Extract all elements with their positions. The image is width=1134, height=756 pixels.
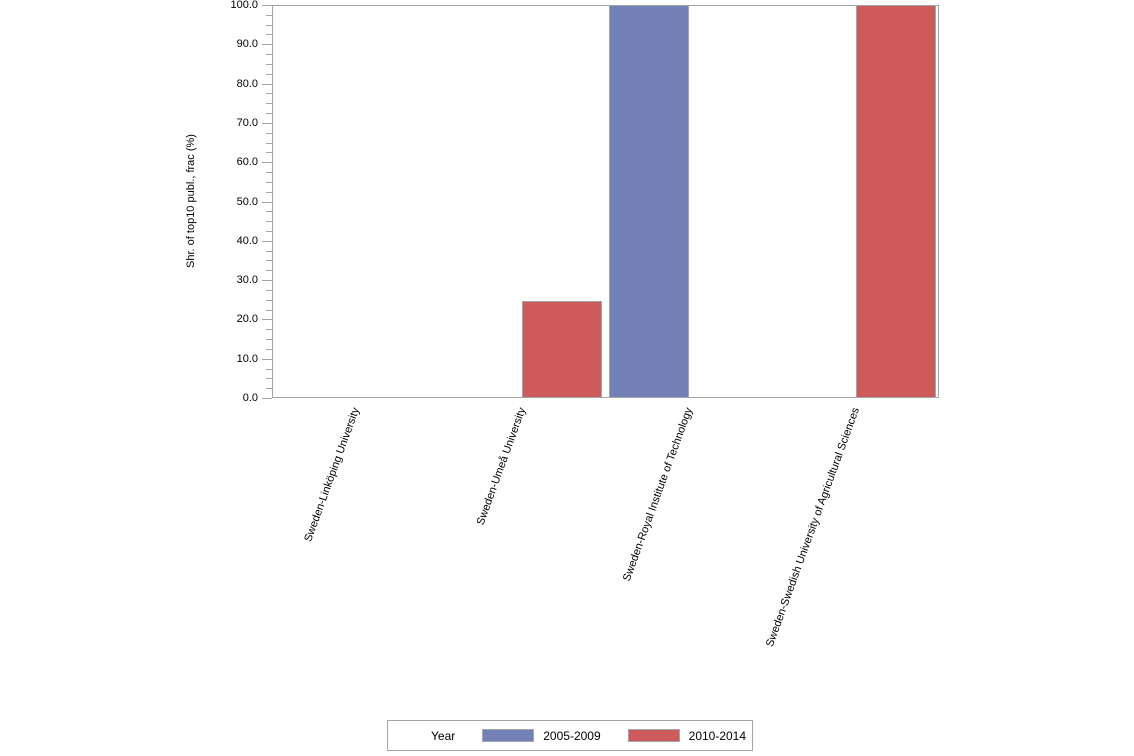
y-major-tick	[262, 84, 272, 85]
y-minor-tick	[266, 329, 272, 330]
y-major-tick	[262, 44, 272, 45]
legend-title: Year	[431, 728, 456, 743]
y-major-tick	[262, 123, 272, 124]
y-major-tick	[262, 241, 272, 242]
y-minor-tick	[266, 25, 272, 26]
plot-area	[272, 5, 939, 398]
legend-item-2010-2014: 2010-2014	[627, 728, 747, 743]
y-minor-tick	[266, 221, 272, 222]
y-minor-tick	[266, 260, 272, 261]
y-axis-title: Shr. of top10 publ., frac (%)	[185, 134, 197, 268]
y-tick-label: 90.0	[236, 38, 258, 50]
y-tick-label: 20.0	[236, 313, 258, 325]
legend-swatch-icon	[482, 729, 535, 742]
y-major-tick	[262, 280, 272, 281]
x-tick-label: Sweden-Swedish University of Agricultura…	[763, 406, 862, 649]
y-minor-tick	[266, 310, 272, 311]
y-minor-tick	[266, 349, 272, 350]
y-minor-tick	[266, 251, 272, 252]
y-minor-tick	[266, 300, 272, 301]
y-minor-tick	[266, 34, 272, 35]
y-tick-label: 30.0	[236, 274, 258, 286]
y-minor-tick	[266, 133, 272, 134]
y-major-tick	[262, 202, 272, 203]
y-major-tick	[262, 359, 272, 360]
y-minor-tick	[266, 192, 272, 193]
y-minor-tick	[266, 388, 272, 389]
y-tick-label: 70.0	[236, 117, 258, 129]
y-tick-label: 50.0	[236, 196, 258, 208]
y-minor-tick	[266, 339, 272, 340]
y-tick-label: 100.0	[230, 0, 258, 11]
x-tick-label: Sweden-Linköping University	[301, 406, 362, 544]
y-minor-tick	[266, 64, 272, 65]
y-minor-tick	[266, 143, 272, 144]
bar-2005-2009-Sweden-Royal Institute of Technology	[609, 5, 689, 398]
y-minor-tick	[266, 378, 272, 379]
y-tick-label: 60.0	[236, 156, 258, 168]
y-minor-tick	[266, 172, 272, 173]
y-minor-tick	[266, 211, 272, 212]
legend: Year 2005-2009 2010-2014	[387, 720, 753, 751]
legend-label: 2010-2014	[688, 728, 747, 743]
legend-label: 2005-2009	[543, 728, 601, 743]
y-tick-label: 0.0	[242, 392, 258, 404]
bar-2010-2014-Sweden-Swedish University of Agricultural Sciences	[856, 5, 936, 398]
y-minor-tick	[266, 290, 272, 291]
y-tick-label: 80.0	[236, 78, 258, 90]
y-minor-tick	[266, 74, 272, 75]
y-tick-label: 10.0	[236, 353, 258, 365]
y-minor-tick	[266, 231, 272, 232]
legend-item-2005-2009: 2005-2009	[482, 728, 601, 743]
y-major-tick	[262, 5, 272, 6]
y-minor-tick	[266, 182, 272, 183]
y-minor-tick	[266, 113, 272, 114]
y-major-tick	[262, 319, 272, 320]
y-minor-tick	[266, 103, 272, 104]
x-tick-label: Sweden-Umeå University	[474, 406, 529, 527]
y-major-tick	[262, 398, 272, 399]
y-tick-label: 40.0	[236, 235, 258, 247]
bar-2010-2014-Sweden-Umeå University	[522, 301, 602, 398]
y-minor-tick	[266, 152, 272, 153]
y-minor-tick	[266, 369, 272, 370]
legend-items: 2005-2009 2010-2014	[455, 729, 746, 743]
legend-swatch-icon	[627, 729, 680, 742]
y-minor-tick	[266, 15, 272, 16]
y-minor-tick	[266, 270, 272, 271]
y-major-tick	[262, 162, 272, 163]
x-tick-label: Sweden-Royal Institute of Technology	[620, 406, 696, 583]
y-minor-tick	[266, 54, 272, 55]
y-minor-tick	[266, 93, 272, 94]
